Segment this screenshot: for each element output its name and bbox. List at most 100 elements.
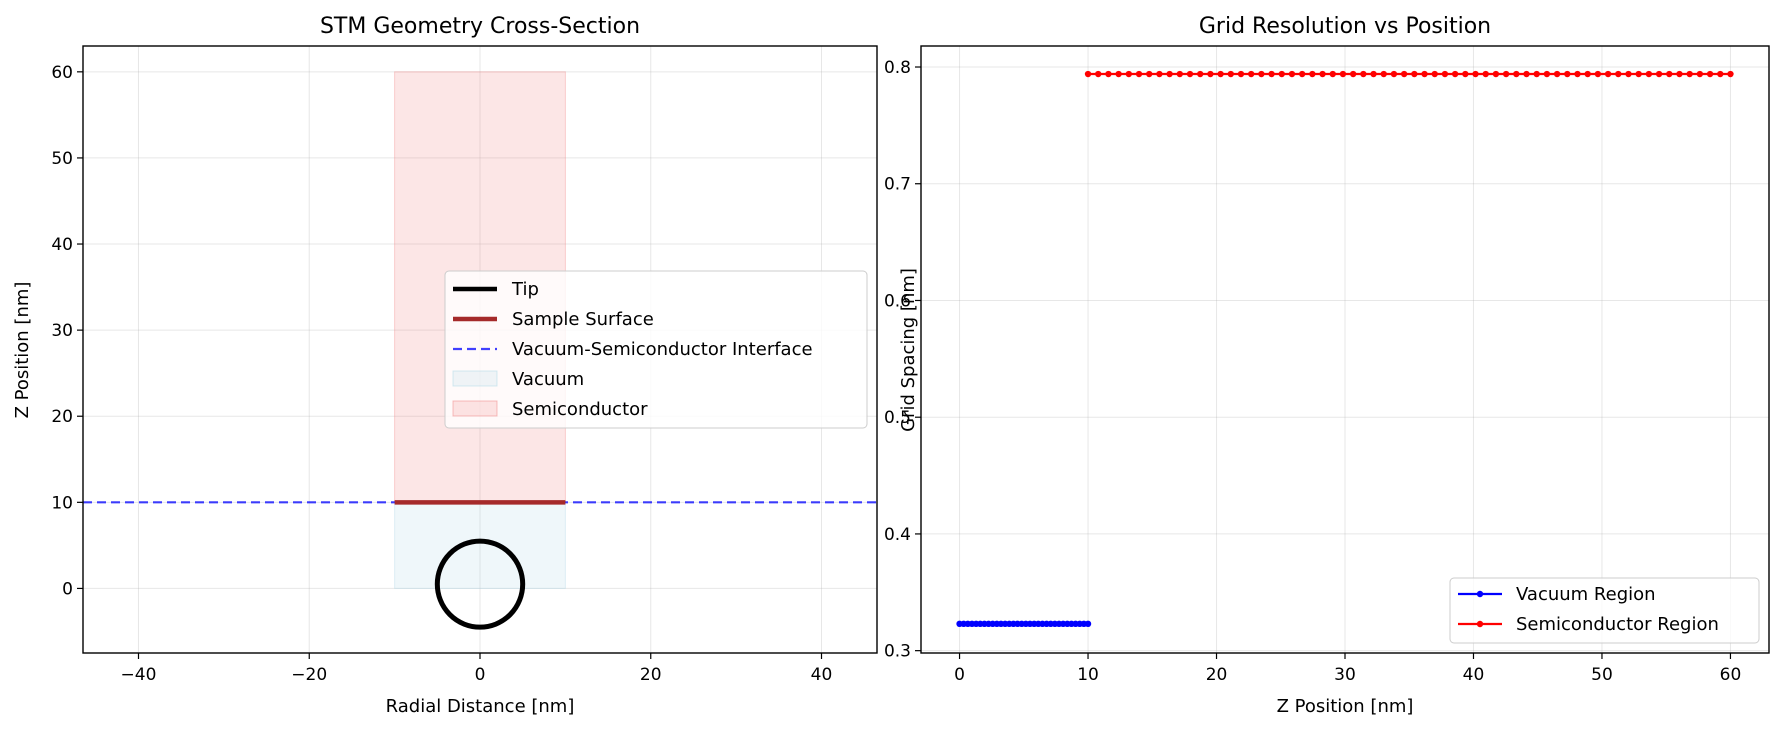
semiconductor-region-point [1492,70,1500,78]
vacuum-region [394,501,566,589]
geometry-y-tick-label: 10 [51,493,73,513]
semiconductor-region-point [1502,70,1510,78]
semiconductor-region-point [1482,70,1489,78]
semiconductor-region-point [1247,70,1255,78]
semiconductor-region-point [1380,70,1387,78]
semiconductor-region-point [1625,70,1632,78]
semiconductor-region-point [1533,70,1540,78]
semiconductor-region-point [1584,70,1591,78]
semiconductor-region-point [1268,70,1275,78]
resolution-y-tick-label: 0.4 [884,525,911,545]
semiconductor-region-point [1635,70,1642,78]
resolution-y-tick-label: 0.7 [884,175,911,195]
tip-circle [434,538,526,630]
semiconductor-region-point [1431,70,1438,78]
resolution-plot-area [956,70,1734,628]
semiconductor-region-point [1472,70,1479,78]
semiconductor-region-point [1339,70,1347,78]
semiconductor-region-point [1441,70,1449,78]
geometry-y-tick-label: 30 [51,321,73,341]
semiconductor-region-point [1717,70,1724,78]
semiconductor-region-point [1095,70,1102,78]
semiconductor-region-point [1594,70,1602,78]
resolution-x-tick-label: 20 [1206,665,1228,685]
geometry-y-tick-label: 40 [51,235,73,255]
resolution-grid [921,46,1769,653]
semiconductor-region-point [1360,70,1367,78]
semiconductor-region-point [1217,70,1224,78]
semiconductor-region-point [1513,70,1520,78]
semiconductor-region-point [1543,70,1551,78]
resolution-x-tick-label: 0 [954,665,965,685]
geometry-x-tick-label: −20 [291,665,327,685]
legend-vacuum-label: Vacuum [512,369,584,390]
semiconductor-region-point [1574,70,1581,78]
semiconductor-region-point [1156,70,1163,78]
semiconductor-region-point [1390,70,1398,78]
semiconductor-region-point [1166,70,1173,78]
resolution-ticks: 0 10 20 30 40 50 60 0.3 0.4 0.5 0.6 0.7 0.8 [884,58,1741,685]
geometry-cross-section-panel: −40 −20 0 20 40 0 10 20 30 40 50 60 STM Geometry Cr… [12,14,878,717]
semiconductor-region-point [1462,70,1469,78]
resolution-x-tick-label: 30 [1334,665,1356,685]
resolution-y-tick-label: 0.5 [884,408,911,428]
semiconductor-region-point [1135,70,1143,78]
resolution-y-tick-label: 0.8 [884,58,911,78]
semiconductor-region-point [1451,70,1459,78]
semiconductor-region-point [1186,70,1194,78]
semiconductor-region-point [1686,70,1693,78]
resolution-y-tick-label: 0.6 [884,291,911,311]
legend-semiconductor-swatch [452,400,498,417]
geometry-x-tick-label: 20 [640,665,662,685]
semiconductor-region-point [1258,70,1265,78]
semiconductor-region-point [1207,70,1214,78]
semiconductor-region-point [1298,70,1306,78]
semiconductor-region-point [1309,70,1316,78]
semiconductor-region-point [1655,70,1663,78]
legend-tip-label: Tip [511,279,539,300]
resolution-x-tick-label: 40 [1463,665,1485,685]
semiconductor-region-point [1564,70,1571,78]
geometry-chart-title: STM Geometry Cross-Section [320,14,640,39]
resolution-y-tick-label: 0.3 [884,642,911,662]
semiconductor-region-point [1084,70,1092,78]
semiconductor-region-point [1349,70,1357,78]
legend-vacuum-region-label: Vacuum Region [1516,584,1656,605]
geometry-legend-frame [444,270,868,429]
resolution-chart-title: Grid Resolution vs Position [1199,14,1491,39]
vacuum-region-point [1084,620,1092,628]
semiconductor-region-point [1696,70,1704,78]
semiconductor-region-point [1125,70,1133,78]
resolution-legend: Vacuum Region Semiconductor Region [1449,577,1760,644]
geometry-y-tick-label: 60 [51,63,73,83]
semiconductor-region-point [1676,70,1683,78]
semiconductor-region-point [1666,70,1673,78]
semiconductor-region-point [1553,70,1561,78]
semiconductor-region-point [1400,70,1408,78]
legend-semiconductor-region-label: Semiconductor Region [1516,614,1719,635]
semiconductor-region-point [1115,70,1122,78]
legend-vacuum-swatch [452,370,498,387]
semiconductor-region-point [1105,70,1112,78]
semiconductor-region-point [1146,70,1153,78]
semiconductor-region-point [1319,70,1326,78]
resolution-x-tick-label: 60 [1720,665,1742,685]
geometry-x-tick-label: 40 [811,665,833,685]
legend-interface-label: Vacuum-Semiconductor Interface [512,339,813,360]
grid-resolution-panel: 0 10 20 30 40 50 60 0.3 0.4 0.5 0.6 0.7 0.8 Grid Res… [884,14,1770,717]
semiconductor-region-point [1411,70,1418,78]
geometry-ticks: −40 −20 0 20 40 0 10 20 30 40 50 60 [51,63,832,685]
semiconductor-region-point [1370,70,1377,78]
semiconductor-region-point [1604,70,1612,78]
semiconductor-region-point [1278,70,1285,78]
semiconductor-region-point [1421,70,1428,78]
resolution-x-tick-label: 10 [1077,665,1099,685]
resolution-x-axis-label: Z Position [nm] [1277,696,1414,717]
legend-vacuum-region-marker [1476,590,1484,598]
semiconductor-region-point [1727,70,1734,78]
geometry-y-tick-label: 0 [62,579,73,599]
geometry-y-tick-label: 20 [51,407,73,427]
resolution-x-tick-label: 50 [1591,665,1613,685]
semiconductor-region-point [1196,70,1204,78]
legend-semiconductor-label: Semiconductor [512,399,648,420]
